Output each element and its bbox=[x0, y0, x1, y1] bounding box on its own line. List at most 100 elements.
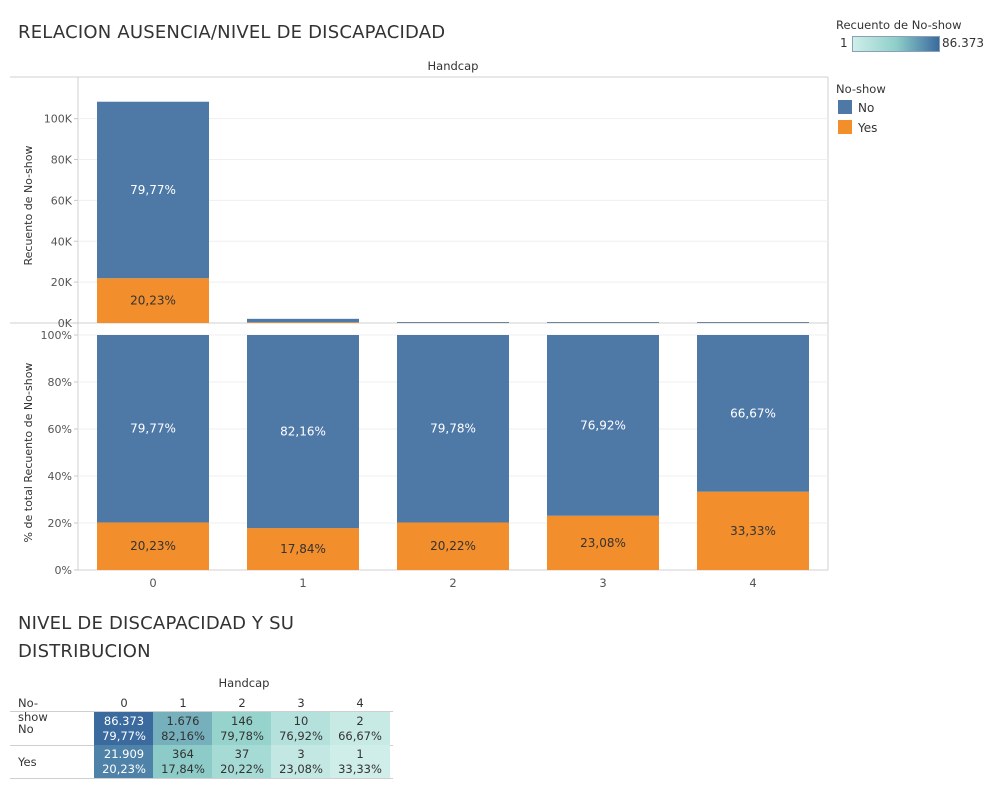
series-legend-title: No-show bbox=[836, 82, 886, 96]
count-pane-bar-label-no-0: 79,77% bbox=[130, 183, 176, 197]
percent-pane-ytick-label: 100% bbox=[41, 329, 72, 342]
percent-pane-bar-label-yes-2: 20,22% bbox=[430, 539, 476, 553]
count-pane-ytick-label: 80K bbox=[51, 154, 73, 167]
column-header-label: Handcap bbox=[428, 59, 479, 73]
percent-pane-ytick-label: 40% bbox=[48, 470, 72, 483]
table-header-divider bbox=[10, 711, 393, 712]
table-cell-bg bbox=[271, 712, 331, 745]
secondary-title: NIVEL DE DISCAPACIDAD Y SU DISTRIBUCION bbox=[18, 610, 338, 666]
table-cell-bg bbox=[212, 745, 272, 778]
percent-pane-ytick-label: 20% bbox=[48, 517, 72, 530]
count-pane-bar-no-3 bbox=[547, 322, 659, 323]
percent-pane-bar-yes-4 bbox=[697, 491, 809, 570]
table-cell-percent: 79,77% bbox=[102, 729, 146, 743]
table-cell-count: 10 bbox=[293, 714, 309, 728]
percent-pane-bar-no-1 bbox=[247, 335, 359, 529]
legend-label-no: No bbox=[858, 101, 875, 115]
percent-pane-bar-yes-3 bbox=[547, 515, 659, 570]
x-tick-label-0: 0 bbox=[149, 576, 156, 590]
table-cell-bg bbox=[330, 712, 390, 745]
table-row-label-no: No bbox=[18, 722, 34, 736]
x-tick-label-2: 2 bbox=[449, 576, 456, 590]
table-cell-bg bbox=[94, 745, 154, 778]
table-cell-percent: 23,08% bbox=[279, 762, 323, 776]
secondary-title-line1: NIVEL DE DISCAPACIDAD Y SU bbox=[18, 613, 295, 634]
percent-pane-ytick-label: 80% bbox=[48, 376, 72, 389]
table-cell-bg bbox=[153, 745, 213, 778]
table-column-label-2: 2 bbox=[238, 696, 246, 710]
percent-pane-bar-label-no-2: 79,78% bbox=[430, 422, 476, 436]
table-cell-percent: 17,84% bbox=[161, 762, 205, 776]
table-column-header: Handcap bbox=[218, 676, 270, 690]
legend-label-yes: Yes bbox=[858, 121, 878, 135]
table-cell-count: 86.373 bbox=[103, 714, 145, 728]
count-pane-ytick-label: 20K bbox=[51, 276, 73, 289]
table-cell-bg bbox=[330, 745, 390, 778]
percent-pane-bar-label-yes-3: 23,08% bbox=[580, 536, 626, 550]
color-legend-min: 1 bbox=[840, 36, 848, 50]
percent-pane-bar-label-no-1: 82,16% bbox=[280, 425, 326, 439]
table-cell-percent: 76,92% bbox=[279, 729, 323, 743]
count-pane-bar-no-1 bbox=[247, 318, 359, 323]
table-cell-bg bbox=[271, 745, 331, 778]
color-legend-max: 86.373 bbox=[942, 36, 984, 50]
table-row-header: No-show bbox=[18, 696, 48, 724]
legend-swatch-yes bbox=[838, 120, 852, 134]
table-column-label-0: 0 bbox=[120, 696, 128, 710]
secondary-title-line2: DISTRIBUCION bbox=[18, 641, 151, 662]
count-pane-bar-no-2 bbox=[397, 322, 509, 323]
legend-item-no[interactable]: No bbox=[838, 100, 874, 115]
count-pane-bar-yes-1 bbox=[247, 322, 359, 323]
table-column-label-3: 3 bbox=[297, 696, 305, 710]
table-row-label-yes: Yes bbox=[18, 755, 37, 769]
x-tick-label-4: 4 bbox=[749, 576, 756, 590]
percent-pane-bar-no-0 bbox=[97, 335, 209, 523]
table-cell-bg bbox=[94, 712, 154, 745]
color-legend-gradient bbox=[852, 36, 940, 52]
table-cell-percent: 79,78% bbox=[220, 729, 264, 743]
count-pane-bar-no-4 bbox=[697, 322, 809, 323]
table-cell-count: 364 bbox=[172, 747, 194, 761]
table-column-label-1: 1 bbox=[179, 696, 187, 710]
percent-pane-bar-label-no-3: 76,92% bbox=[580, 418, 626, 432]
table-cell-percent: 20,23% bbox=[102, 762, 146, 776]
table-cell-bg bbox=[153, 712, 213, 745]
percent-pane-bar-label-no-4: 66,67% bbox=[730, 406, 776, 420]
table-cell-count: 146 bbox=[231, 714, 253, 728]
percent-pane-ylabel: % de total Recuento de No-show bbox=[22, 363, 35, 543]
table-cell-bg bbox=[212, 712, 272, 745]
percent-pane-bar-no-4 bbox=[697, 335, 809, 492]
percent-pane-ytick-label: 60% bbox=[48, 423, 72, 436]
count-pane-bar-no-0 bbox=[97, 101, 209, 279]
percent-pane-bar-yes-1 bbox=[247, 528, 359, 570]
x-tick-label-3: 3 bbox=[599, 576, 606, 590]
table-cell-count: 1 bbox=[356, 747, 364, 761]
table-cell-percent: 20,22% bbox=[220, 762, 264, 776]
color-legend-title: Recuento de No-show bbox=[836, 18, 962, 32]
percent-pane-bar-label-yes-4: 33,33% bbox=[730, 524, 776, 538]
x-tick-label-1: 1 bbox=[299, 576, 306, 590]
percent-pane-ytick-label: 0% bbox=[55, 564, 72, 577]
count-pane-ytick-label: 0K bbox=[58, 317, 73, 330]
percent-pane-bar-label-yes-0: 20,23% bbox=[130, 539, 176, 553]
count-pane-ytick-label: 60K bbox=[51, 194, 73, 207]
table-cell-percent: 82,16% bbox=[161, 729, 205, 743]
table-cell-percent: 66,67% bbox=[338, 729, 382, 743]
table-cell-count: 21.909 bbox=[103, 747, 145, 761]
table-cell-count: 37 bbox=[234, 747, 250, 761]
count-pane-bar-yes-0 bbox=[97, 278, 209, 323]
legend-item-yes[interactable]: Yes bbox=[838, 120, 877, 135]
bar-charts: Handcap 0K 20K 40K 60K 80K 100K Recuento de No-… bbox=[10, 59, 829, 590]
table-cell-count: 1.676 bbox=[166, 714, 200, 728]
count-pane-ylabel: Recuento de No-show bbox=[22, 145, 35, 265]
table-cell-count: 2 bbox=[356, 714, 364, 728]
table-row-divider bbox=[10, 778, 393, 779]
percent-pane-bar-label-yes-1: 17,84% bbox=[280, 542, 326, 556]
table-cell-percent: 33,33% bbox=[338, 762, 382, 776]
main-title: RELACION AUSENCIA/NIVEL DE DISCAPACIDAD bbox=[18, 22, 446, 43]
count-pane-ytick-label: 40K bbox=[51, 235, 73, 248]
count-pane-bar-label-yes-0: 20,23% bbox=[130, 294, 176, 308]
percent-pane-bar-no-3 bbox=[547, 335, 659, 516]
percent-pane-bar-yes-0 bbox=[97, 522, 209, 570]
percent-pane-bar-label-no-0: 79,77% bbox=[130, 422, 176, 436]
